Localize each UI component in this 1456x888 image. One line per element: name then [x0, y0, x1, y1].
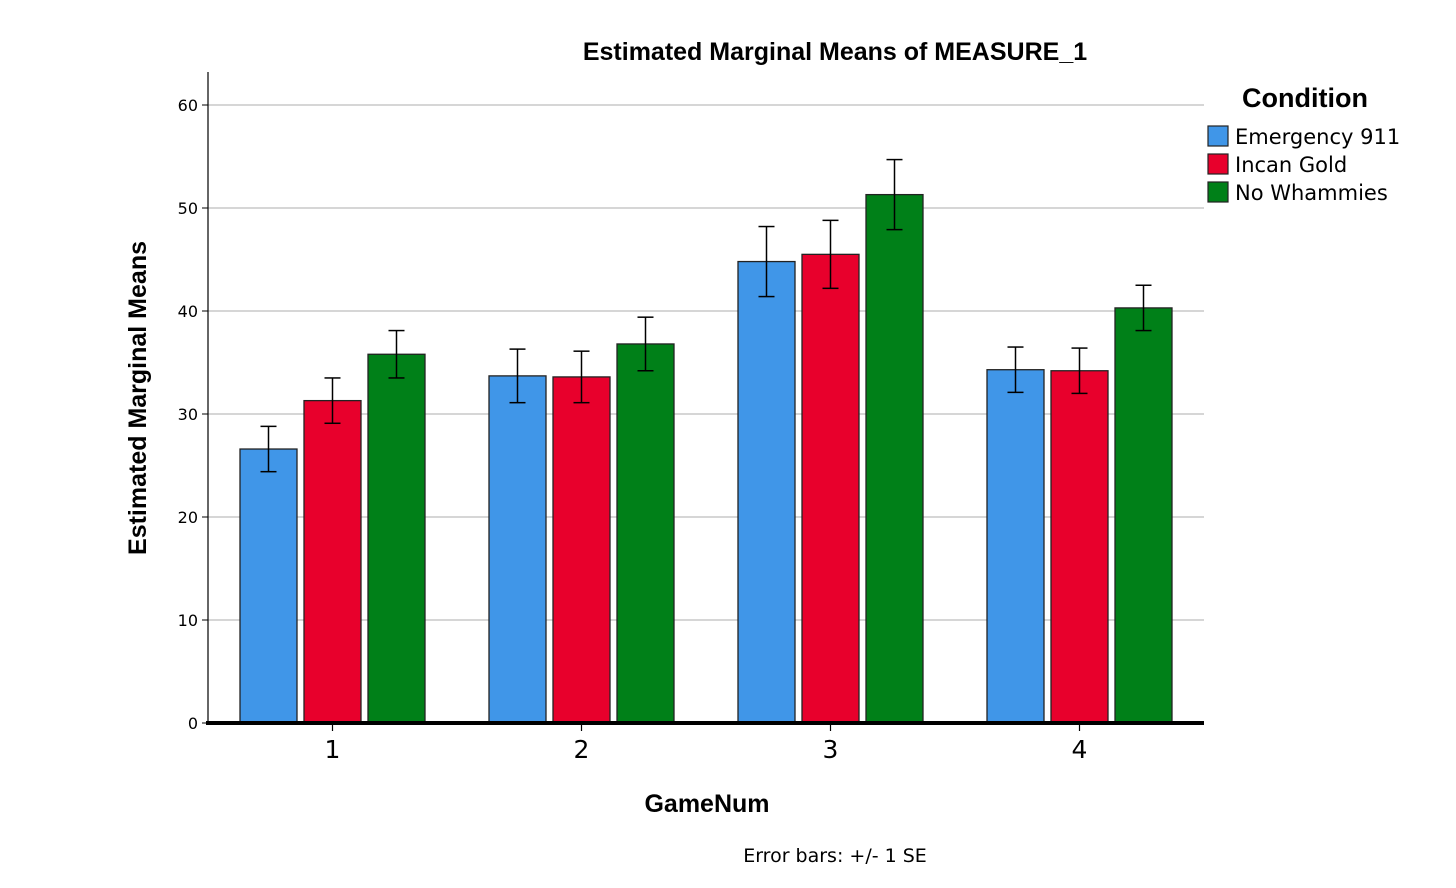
- legend-swatch: [1207, 125, 1229, 147]
- y-tick-label: 20: [178, 508, 198, 527]
- legend-swatch: [1207, 153, 1229, 175]
- x-tick-label: 4: [1072, 735, 1088, 764]
- error-bar: [822, 219, 839, 290]
- y-tick-label: 60: [178, 96, 198, 115]
- legend-label: Incan Gold: [1235, 153, 1347, 177]
- legend-label: Emergency 911: [1235, 125, 1400, 149]
- error-bar: [1007, 346, 1024, 394]
- chart-title: Estimated Marginal Means of MEASURE_1: [583, 38, 1087, 66]
- error-bars: [260, 158, 1152, 473]
- x-tick-label: 1: [325, 735, 341, 764]
- legend: Emergency 911 Incan Gold No Whammies: [1207, 125, 1400, 205]
- bar-incan-gold-game-2: [552, 376, 611, 724]
- bar-emergency-911-game-4: [986, 369, 1045, 724]
- error-bar: [1135, 284, 1152, 332]
- legend-item: Emergency 911: [1207, 125, 1400, 149]
- legend-item: No Whammies: [1207, 181, 1388, 205]
- error-bar: [758, 225, 775, 298]
- y-tick-label: 0: [188, 714, 198, 733]
- bar-emergency-911-game-2: [488, 375, 547, 724]
- y-tick-label: 30: [178, 405, 198, 424]
- error-bar: [509, 348, 526, 404]
- x-tick-label: 3: [823, 735, 839, 764]
- error-bar: [388, 329, 405, 379]
- error-bar: [260, 425, 277, 473]
- error-bar: [637, 316, 654, 372]
- error-bar: [886, 158, 903, 231]
- x-tick-label: 2: [574, 735, 590, 764]
- bar-incan-gold-game-1: [303, 399, 362, 724]
- bar-emergency-911-game-3: [737, 260, 796, 724]
- y-tick-label: 40: [178, 302, 198, 321]
- bar-no-whammies-game-4: [1114, 307, 1173, 724]
- legend-title: Condition: [1242, 83, 1368, 113]
- legend-swatch: [1207, 181, 1229, 203]
- bar-incan-gold-game-3: [801, 253, 860, 724]
- error-bar: [1071, 347, 1088, 395]
- legend-label: No Whammies: [1235, 181, 1388, 205]
- y-tick-label: 50: [178, 199, 198, 218]
- y-axis-label: Estimated Marginal Means: [124, 241, 152, 555]
- error-bar: [573, 350, 590, 404]
- x-axis-label: GameNum: [644, 790, 769, 818]
- bar-incan-gold-game-4: [1050, 370, 1109, 724]
- error-bar: [324, 377, 341, 425]
- bar-emergency-911-game-1: [239, 448, 298, 724]
- axes: 0 10 20 30 40 50 60 1 2 3 4: [178, 72, 1204, 764]
- y-tick-label: 10: [178, 611, 198, 630]
- legend-item: Incan Gold: [1207, 153, 1347, 177]
- bar-no-whammies-game-3: [865, 193, 924, 724]
- bars: [239, 193, 1173, 724]
- error-bar-note: Error bars: +/- 1 SE: [743, 845, 927, 867]
- bar-no-whammies-game-1: [367, 353, 426, 724]
- bar-no-whammies-game-2: [616, 343, 675, 724]
